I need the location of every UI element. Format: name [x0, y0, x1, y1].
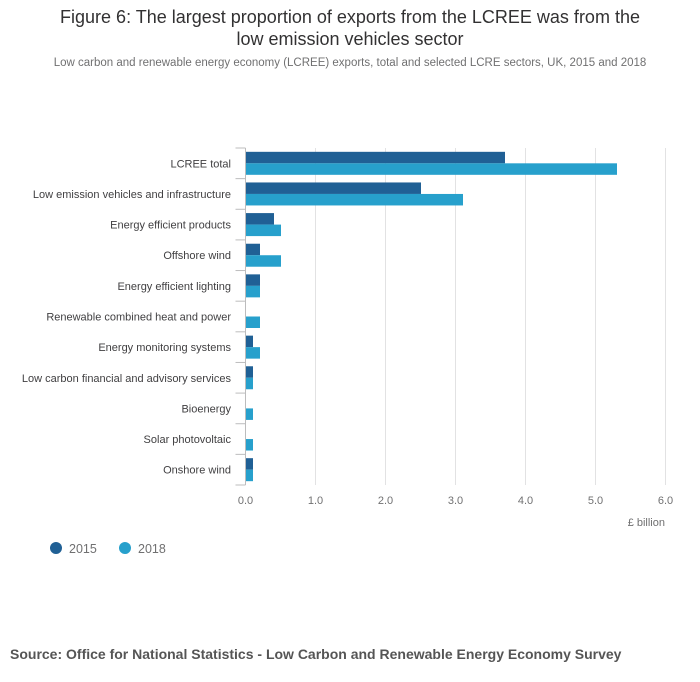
bar-2018 — [246, 408, 253, 420]
legend-marker-2015 — [50, 542, 62, 554]
category-label: Low carbon financial and advisory servic… — [22, 373, 232, 385]
category-label: Solar photovoltaic — [144, 434, 232, 446]
bar-2015 — [246, 182, 421, 194]
x-axis-label: £ billion — [628, 517, 665, 529]
category-label: Renewable combined heat and power — [46, 312, 231, 324]
category-label: LCREE total — [170, 158, 231, 170]
chart-title: Figure 6: The largest proportion of expo… — [0, 6, 700, 50]
legend-label-2018: 2018 — [138, 542, 166, 556]
bar-2018 — [246, 377, 253, 390]
bar-2015 — [246, 458, 253, 470]
x-tick-label: 2.0 — [378, 495, 393, 507]
category-label: Low emission vehicles and infrastructure — [33, 189, 231, 201]
x-tick-label: 4.0 — [518, 495, 533, 507]
legend-marker-2018 — [119, 542, 131, 554]
bar-2018 — [246, 347, 260, 359]
source-note: Source: Office for National Statistics -… — [10, 646, 622, 662]
bar-2018 — [246, 163, 617, 175]
bar-2018 — [246, 439, 253, 451]
x-tick-label: 1.0 — [308, 495, 323, 507]
category-label: Onshore wind — [163, 465, 231, 477]
category-label: Energy efficient lighting — [117, 281, 231, 293]
category-label: Offshore wind — [163, 250, 231, 262]
category-label: Energy efficient products — [110, 220, 231, 232]
bar-2018 — [246, 193, 463, 206]
bar-2015 — [246, 151, 505, 164]
bar-2015 — [246, 243, 260, 256]
x-tick-label: 0.0 — [238, 495, 253, 507]
bar-2018 — [246, 255, 281, 267]
bar-2015 — [246, 274, 260, 286]
x-tick-label: 6.0 — [658, 495, 673, 507]
category-label: Energy monitoring systems — [98, 342, 231, 354]
x-tick-label: 5.0 — [588, 495, 603, 507]
bar-2015 — [246, 366, 253, 378]
bar-2018 — [246, 316, 260, 328]
bar-2018 — [246, 469, 253, 482]
bar-2018 — [246, 285, 260, 298]
legend-label-2015: 2015 — [69, 542, 97, 556]
bar-2015 — [246, 335, 253, 348]
bar-chart: 0.0 1.0 2.0 3.0 4.0 5.0 6.0 LCREE total Low emis… — [22, 147, 673, 556]
chart-title-line-2: low emission vehicles sector — [236, 29, 464, 49]
chart-subtitle: Low carbon and renewable energy economy … — [53, 57, 647, 69]
chart-title-line-1: Figure 6: The largest proportion of expo… — [60, 7, 640, 27]
bar-2018 — [246, 224, 281, 237]
category-label: Bioenergy — [181, 403, 231, 415]
bar-2015 — [246, 213, 274, 225]
x-tick-label: 3.0 — [448, 495, 463, 507]
